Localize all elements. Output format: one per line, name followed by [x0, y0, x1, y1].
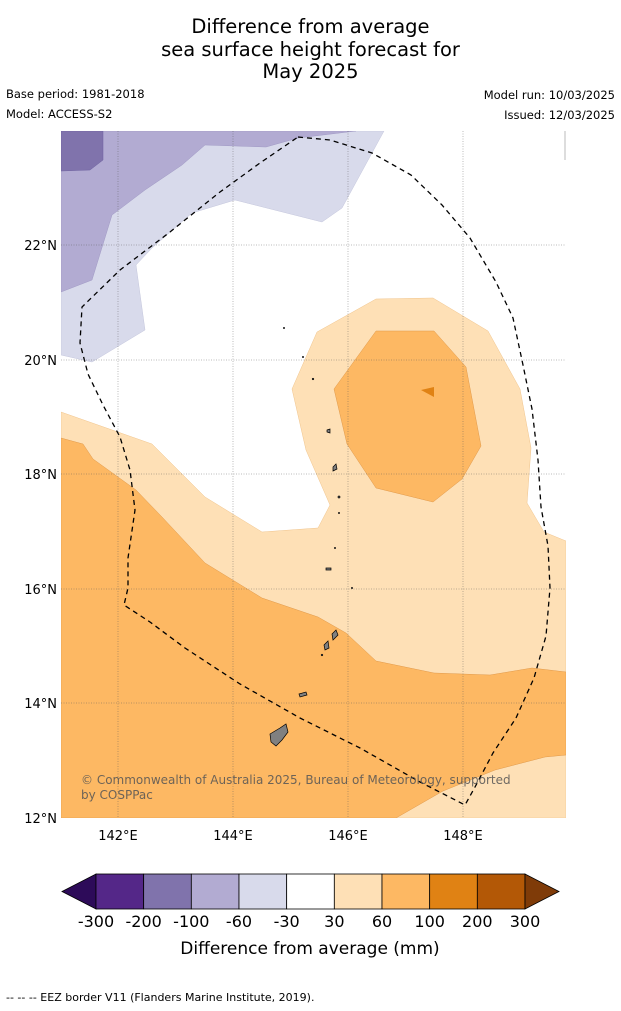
contour-100-200 — [421, 387, 434, 397]
copyright-line-2: by COSPPac — [81, 788, 153, 802]
lon-label-148e: 148°E — [443, 829, 483, 844]
colorbar-tick-label: 300 — [510, 912, 541, 931]
island-rota — [298, 691, 308, 698]
colorbar-arrow-low — [61, 873, 97, 910]
island-guam — [269, 723, 289, 747]
colorbar-tick-label: -300 — [78, 912, 114, 931]
contour-60-100-south — [61, 437, 566, 818]
lon-label-146e: 146°E — [328, 829, 368, 844]
colorbar-tick-label: -30 — [274, 912, 300, 931]
map-title: Difference from average sea surface heig… — [0, 15, 621, 84]
colorbar-tick-label: -60 — [226, 912, 252, 931]
eez-legend-text: -- -- -- EEZ border V11 (Flanders Marine… — [6, 991, 315, 1004]
lat-label-22n: 22°N — [24, 239, 57, 254]
colorbar-title: Difference from average (mm) — [180, 939, 439, 959]
title-line-2: sea surface height forecast for — [161, 37, 460, 61]
colorbar-swatch — [381, 873, 431, 910]
colorbar-tick-label: 100 — [414, 912, 445, 931]
colorbar-tick-label: 200 — [462, 912, 493, 931]
colorbar-swatch — [476, 873, 526, 910]
island-tinian — [323, 640, 330, 651]
base-period-text: Base period: 1981-2018 — [6, 87, 145, 101]
colorbar-swatch — [190, 873, 240, 910]
island-pagan — [332, 463, 338, 472]
colorbar-tick-label: 30 — [324, 912, 344, 931]
colorbar-swatch — [95, 873, 145, 910]
island-agrihan — [326, 428, 331, 434]
latitude-labels: 22°N 20°N 18°N 16°N 14°N 12°N — [24, 239, 57, 827]
model-text: Model: ACCESS-S2 — [6, 107, 113, 121]
colorbar-swatch — [286, 873, 335, 910]
island-small-7 — [302, 356, 304, 358]
lat-label-18n: 18°N — [24, 468, 57, 483]
colorbar-swatch — [238, 873, 288, 910]
colorbar-swatch — [143, 873, 192, 910]
title-line-3: May 2025 — [262, 60, 359, 83]
colorbar-tick-label: -200 — [126, 912, 162, 931]
island-small-2 — [337, 495, 341, 499]
lat-label-12n: 12°N — [24, 812, 57, 827]
issued-text: Issued: 12/03/2025 — [504, 108, 615, 122]
island-small-1 — [320, 653, 324, 657]
colorbar-swatch — [429, 873, 478, 910]
eez-border — [79, 136, 551, 806]
lon-label-144e: 144°E — [213, 829, 253, 844]
colorbar-tick-label: -100 — [173, 912, 209, 931]
model-run-text: Model run: 10/03/2025 — [483, 88, 615, 102]
graticule — [61, 131, 566, 818]
island-small-3 — [338, 512, 340, 514]
colorbar: -300 -200 -100 -60 -30 30 60 100 200 300 — [61, 873, 560, 931]
colorbar-swatch — [333, 873, 383, 910]
island-small-8 — [283, 327, 285, 329]
colorbar-arrow-high — [524, 873, 560, 910]
islands — [269, 327, 353, 747]
lat-label-14n: 14°N — [24, 697, 57, 712]
contour-neg100-neg200 — [61, 131, 104, 172]
colorbar-tick-label: 60 — [372, 912, 392, 931]
lat-label-20n: 20°N — [24, 354, 57, 369]
lon-label-142e: 142°E — [98, 829, 138, 844]
map-area: © Commonwealth of Australia 2025, Bureau… — [61, 131, 566, 818]
title-line-1: Difference from average — [191, 15, 430, 38]
copyright-line-1: © Commonwealth of Australia 2025, Bureau… — [81, 773, 511, 787]
contour-60-100-north — [333, 330, 482, 503]
contour-neg60-neg100 — [61, 131, 357, 293]
longitude-labels: 142°E 144°E 146°E 148°E — [98, 829, 483, 844]
island-anatahan — [325, 567, 332, 571]
island-small-6 — [311, 377, 315, 381]
island-saipan — [331, 629, 339, 641]
lat-label-16n: 16°N — [24, 583, 57, 598]
island-small-5 — [351, 587, 353, 589]
island-small-4 — [334, 547, 336, 549]
